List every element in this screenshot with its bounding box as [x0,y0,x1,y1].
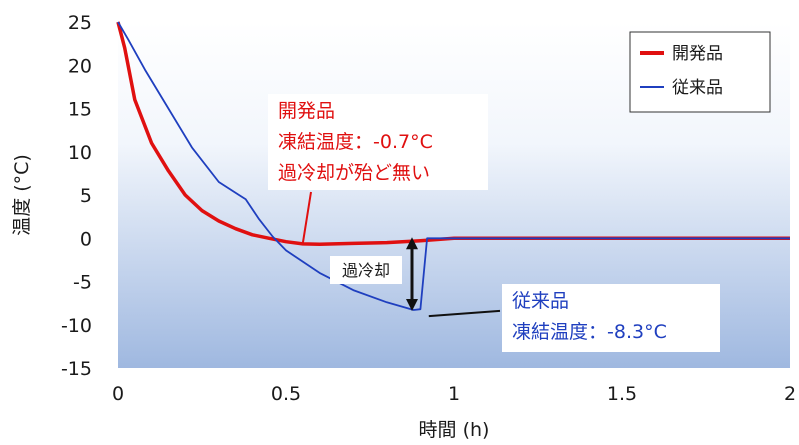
dev-annotation-line-1: 開発品 [278,100,335,122]
dev-annotation-box [268,94,488,190]
y-tick-label: -5 [73,272,92,294]
x-tick-label: 1.5 [607,383,637,405]
x-tick-label: 2 [784,383,796,405]
supercooling-label: 過冷却 [342,261,390,280]
x-tick-label: 1 [448,383,460,405]
y-axis-ticks: 25 20 15 10 5 0 -5 -10 -15 [61,12,92,380]
legend: 開発品 従来品 [629,31,771,113]
conv-annotation-line-1: 従来品 [512,290,569,312]
x-tick-label: 0 [112,383,124,405]
y-tick-label: 20 [68,55,92,77]
legend-box [629,31,771,113]
supercooling-arrow [406,237,418,312]
legend-label-dev: 開発品 [672,44,723,64]
x-tick-label: 0.5 [271,383,301,405]
supercooling-arrow-head-top [406,237,418,250]
conv-annotation-box [502,284,720,352]
y-tick-label: 10 [68,142,92,164]
dev-annotation-line-2: 凍結温度：-0.7°C [278,131,433,153]
y-tick-label: -15 [61,358,92,380]
x-axis-ticks: 0 0.5 1 1.5 2 [112,383,796,405]
y-tick-label: 15 [68,99,92,121]
conv-annotation-line-2: 凍結温度：-8.3°C [512,321,667,343]
series-layer [116,21,790,311]
conv-annotation-leader [428,309,501,318]
dev-annotation-leader [301,191,312,244]
dev-annotation-line-3: 過冷却が殆ど無い [278,162,430,184]
y-tick-label: -10 [61,315,92,337]
y-tick-label: 0 [80,228,92,250]
y-axis-label: 温度 (°C) [11,154,33,236]
supercooling-label-bg [330,256,402,284]
y-tick-label: 25 [68,12,92,34]
y-tick-label: 5 [80,185,92,207]
supercooling-arrow-head-bottom [406,299,418,312]
x-axis-label: 時間 (h) [419,419,490,441]
series-line-conv [117,21,790,311]
legend-label-conv: 従来品 [672,78,723,98]
